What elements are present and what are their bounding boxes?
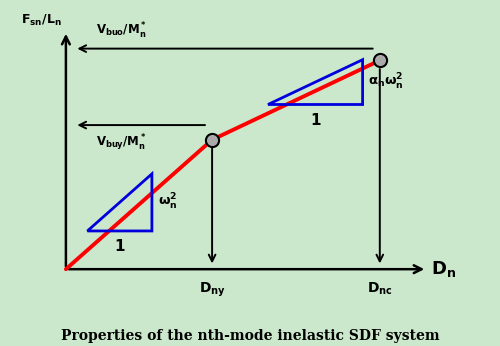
Text: $\mathbf{V_{buo}/M_n^*}$: $\mathbf{V_{buo}/M_n^*}$ xyxy=(96,21,147,41)
Text: Properties of the nth-mode inelastic SDF system: Properties of the nth-mode inelastic SDF… xyxy=(60,329,440,343)
Text: $\mathbf{\omega_n^2}$: $\mathbf{\omega_n^2}$ xyxy=(158,192,178,212)
Text: $\mathbf{\alpha_n \omega_n^2}$: $\mathbf{\alpha_n \omega_n^2}$ xyxy=(368,72,404,92)
Text: $\mathbf{D_{nc}}$: $\mathbf{D_{nc}}$ xyxy=(367,281,392,297)
Text: $\mathbf{D_{ny}}$: $\mathbf{D_{ny}}$ xyxy=(198,281,226,299)
Text: $\mathbf{V_{buy}/M_n^*}$: $\mathbf{V_{buy}/M_n^*}$ xyxy=(96,133,146,153)
Point xyxy=(376,58,384,63)
Point xyxy=(208,137,216,143)
Text: $\mathbf{D_n}$: $\mathbf{D_n}$ xyxy=(432,259,456,279)
Text: $\mathbf{1}$: $\mathbf{1}$ xyxy=(114,238,126,254)
Text: $\mathbf{1}$: $\mathbf{1}$ xyxy=(310,112,321,128)
Text: $\mathbf{F_{sn}/L_n}$: $\mathbf{F_{sn}/L_n}$ xyxy=(21,13,61,28)
